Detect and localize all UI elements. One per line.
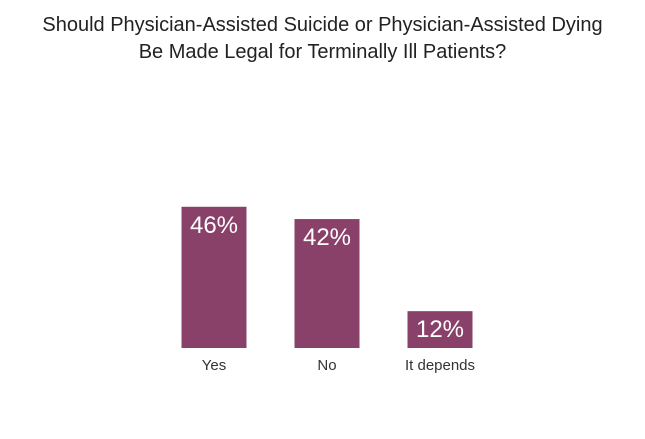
chart-title-line-1: Should Physician-Assisted Suicide or Phy… — [42, 14, 603, 36]
data-label-no: 42% — [303, 224, 351, 251]
category-label-no: No — [317, 357, 336, 374]
category-label-it-depends: It depends — [405, 357, 475, 374]
data-label-it-depends: 12% — [416, 316, 464, 343]
bar-yes — [181, 206, 247, 348]
chart-title-line-2: Be Made Legal for Terminally Ill Patient… — [138, 41, 507, 63]
category-label-yes: Yes — [202, 357, 226, 374]
bar-it-depends — [407, 311, 473, 348]
chart-title: Should Physician-Assisted Suicide or Phy… — [0, 12, 645, 66]
bar-no — [294, 219, 360, 348]
data-label-yes: 46% — [190, 212, 238, 239]
